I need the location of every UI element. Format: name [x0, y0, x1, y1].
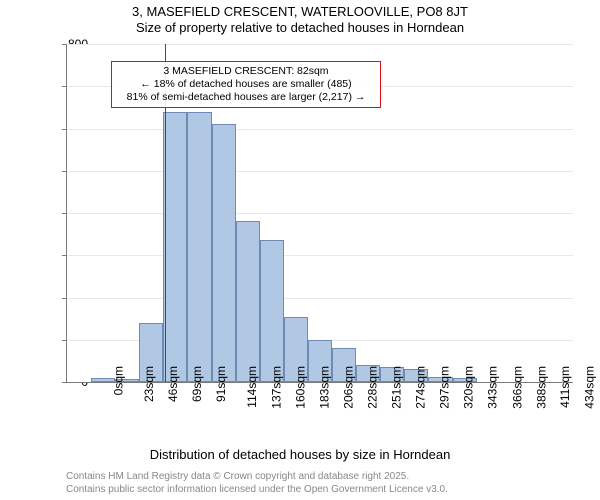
x-tick-label: 46sqm	[166, 366, 180, 402]
chart-title-block: 3, MASEFIELD CRESCENT, WATERLOOVILLE, PO…	[0, 4, 600, 37]
callout-box: 3 MASEFIELD CRESCENT: 82sqm← 18% of deta…	[111, 61, 381, 108]
gridline	[67, 298, 573, 299]
x-tick-label: 0sqm	[111, 366, 125, 395]
chart-title-1: 3, MASEFIELD CRESCENT, WATERLOOVILLE, PO…	[0, 4, 600, 20]
gridline	[67, 171, 573, 172]
histogram-chart: 3, MASEFIELD CRESCENT, WATERLOOVILLE, PO…	[0, 0, 600, 500]
x-tick-label: 411sqm	[558, 366, 572, 408]
x-tick-label: 274sqm	[414, 366, 428, 409]
gridline	[67, 213, 573, 214]
histogram-bar	[187, 112, 211, 382]
x-tick-label: 297sqm	[438, 366, 452, 409]
callout-line-1: 3 MASEFIELD CRESCENT: 82sqm	[118, 65, 374, 78]
x-axis-label: Distribution of detached houses by size …	[0, 447, 600, 462]
footer-line-1: Contains HM Land Registry data © Crown c…	[66, 471, 448, 484]
gridline	[67, 44, 573, 45]
chart-title-2: Size of property relative to detached ho…	[0, 20, 600, 36]
x-tick-label: 320sqm	[462, 366, 476, 409]
x-tick-label: 206sqm	[342, 366, 356, 409]
x-tick-label: 183sqm	[318, 366, 332, 409]
callout-line-2: ← 18% of detached houses are smaller (48…	[118, 78, 374, 91]
histogram-bar	[236, 221, 260, 382]
attribution-footer: Contains HM Land Registry data © Crown c…	[66, 471, 448, 496]
gridline	[67, 129, 573, 130]
x-tick-label: 23sqm	[142, 366, 156, 402]
x-tick-label: 251sqm	[390, 366, 404, 409]
x-tick-label: 434sqm	[583, 366, 597, 409]
gridline	[67, 255, 573, 256]
callout-line-3: 81% of semi-detached houses are larger (…	[118, 91, 374, 104]
x-tick-label: 69sqm	[190, 366, 204, 402]
x-tick-label: 228sqm	[366, 366, 380, 409]
histogram-bar	[212, 124, 236, 382]
x-tick-label: 114sqm	[244, 366, 258, 408]
x-tick-label: 343sqm	[486, 366, 500, 409]
histogram-bar	[163, 112, 187, 382]
histogram-bar	[260, 240, 284, 382]
x-tick-label: 366sqm	[510, 366, 524, 409]
footer-line-2: Contains public sector information licen…	[66, 484, 448, 497]
x-tick-label: 137sqm	[269, 366, 283, 409]
x-tick-label: 388sqm	[534, 366, 548, 409]
x-tick-label: 160sqm	[293, 366, 307, 409]
x-tick-label: 91sqm	[214, 366, 228, 402]
